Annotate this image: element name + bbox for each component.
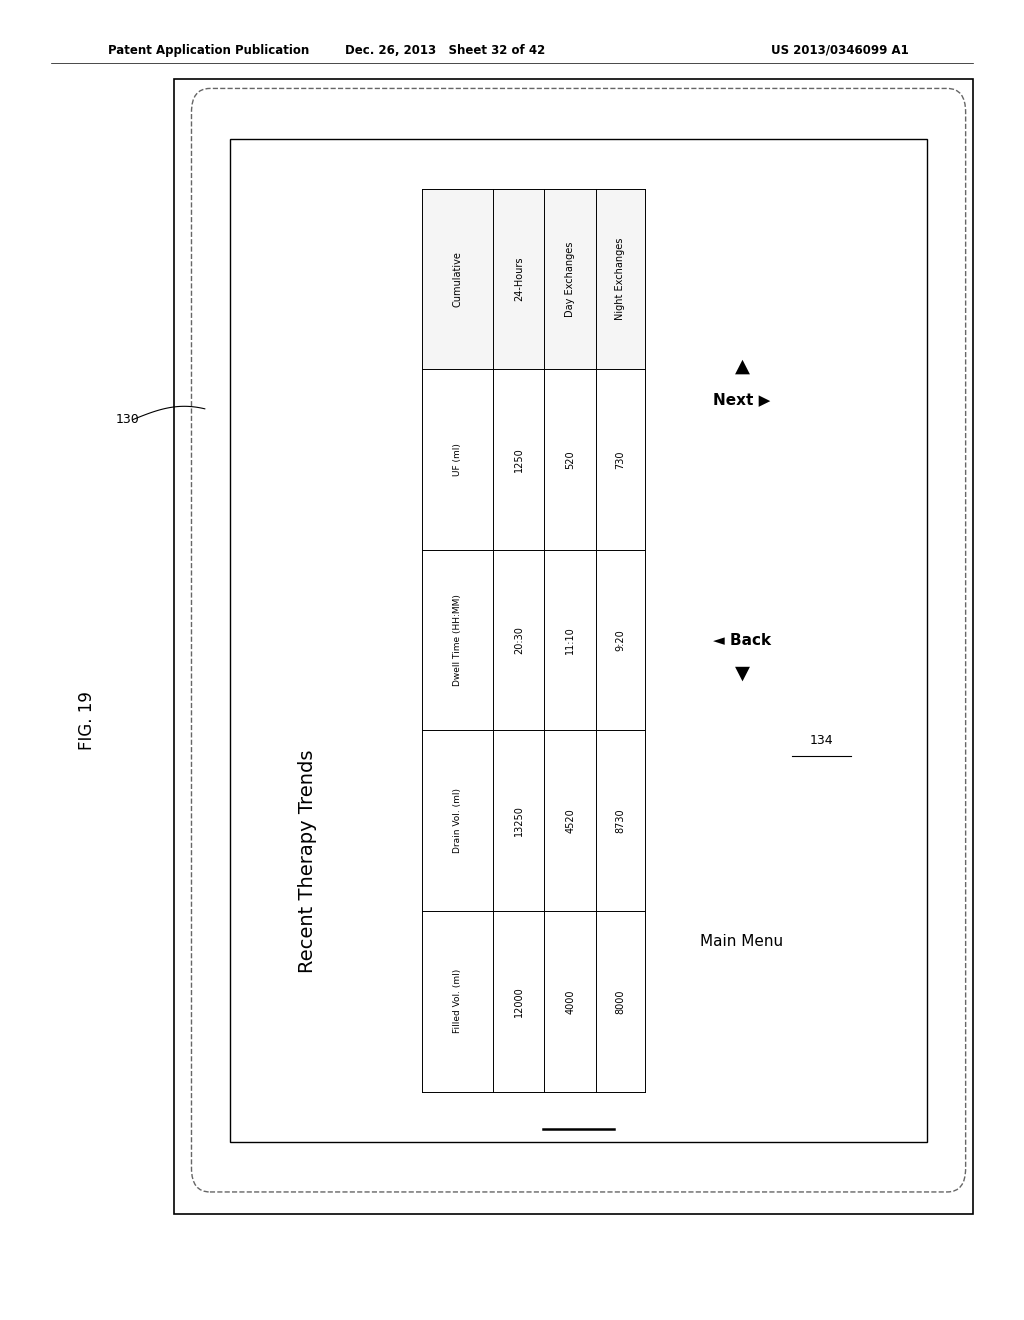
Text: 8000: 8000: [615, 989, 626, 1014]
Bar: [422, 370, 494, 550]
Bar: [596, 189, 645, 370]
Text: Main Menu: Main Menu: [700, 933, 783, 949]
Text: US 2013/0346099 A1: US 2013/0346099 A1: [771, 44, 908, 57]
Bar: [494, 370, 545, 550]
Text: 4520: 4520: [565, 808, 575, 833]
Text: 24-Hours: 24-Hours: [514, 257, 524, 301]
Text: Filled Vol. (ml): Filled Vol. (ml): [453, 969, 462, 1034]
Text: 20:30: 20:30: [514, 626, 524, 655]
Text: 8730: 8730: [615, 808, 626, 833]
Text: 11:10: 11:10: [565, 626, 575, 655]
Text: Patent Application Publication: Patent Application Publication: [108, 44, 309, 57]
Bar: [545, 911, 596, 1092]
Bar: [422, 730, 494, 911]
Bar: [596, 730, 645, 911]
Text: UF (ml): UF (ml): [453, 444, 462, 477]
Bar: [174, 79, 973, 1214]
Text: 12000: 12000: [514, 986, 524, 1016]
Text: Recent Therapy Trends: Recent Therapy Trends: [298, 750, 316, 973]
Bar: [545, 370, 596, 550]
Text: FIG. 19: FIG. 19: [78, 690, 96, 750]
Bar: [545, 730, 596, 911]
Text: 13250: 13250: [514, 805, 524, 836]
Text: 130: 130: [116, 413, 140, 426]
Text: 134: 134: [810, 734, 834, 747]
Bar: [545, 550, 596, 730]
Text: 730: 730: [615, 450, 626, 469]
Bar: [422, 189, 494, 370]
Text: ◄ Back: ◄ Back: [713, 632, 771, 648]
Bar: [494, 189, 545, 370]
Text: ▼: ▼: [734, 664, 750, 682]
Text: Dwell Time (HH:MM): Dwell Time (HH:MM): [453, 594, 462, 686]
Text: Dec. 26, 2013   Sheet 32 of 42: Dec. 26, 2013 Sheet 32 of 42: [345, 44, 546, 57]
Bar: [596, 550, 645, 730]
Text: Night Exchanges: Night Exchanges: [615, 238, 626, 321]
Text: 4000: 4000: [565, 989, 575, 1014]
Text: Next ▶: Next ▶: [714, 392, 771, 407]
Text: Drain Vol. (ml): Drain Vol. (ml): [453, 788, 462, 853]
Bar: [230, 139, 927, 1142]
Bar: [494, 550, 545, 730]
Text: Cumulative: Cumulative: [453, 251, 463, 308]
Text: 520: 520: [565, 450, 575, 469]
Text: Day Exchanges: Day Exchanges: [565, 242, 575, 317]
Text: 9:20: 9:20: [615, 630, 626, 651]
Text: 1250: 1250: [514, 447, 524, 473]
Bar: [545, 189, 596, 370]
Bar: [494, 911, 545, 1092]
Bar: [422, 550, 494, 730]
Bar: [596, 370, 645, 550]
Bar: [422, 911, 494, 1092]
Bar: [494, 730, 545, 911]
FancyBboxPatch shape: [191, 88, 966, 1192]
Bar: [596, 911, 645, 1092]
Text: ▲: ▲: [734, 356, 750, 376]
